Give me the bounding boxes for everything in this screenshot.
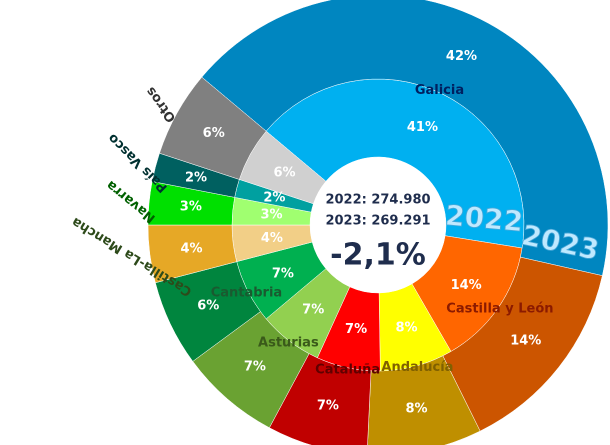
- ring-segment: [367, 355, 481, 445]
- value-label: 14%: [510, 334, 541, 349]
- value-label: 14%: [451, 278, 482, 293]
- value-label: 2%: [185, 170, 207, 185]
- center-line: 2022: 274.980: [325, 193, 430, 208]
- category-label: Otros: [143, 84, 179, 126]
- value-label: 7%: [272, 267, 294, 282]
- value-label: 7%: [317, 399, 339, 414]
- value-label: 4%: [180, 241, 202, 256]
- value-label: 6%: [197, 298, 219, 313]
- value-label: 3%: [260, 207, 282, 222]
- value-label: 42%: [446, 49, 477, 64]
- value-label: 6%: [203, 126, 225, 141]
- value-label: 4%: [261, 231, 283, 246]
- category-label: Andalucía: [381, 360, 453, 375]
- value-label: 7%: [244, 360, 266, 375]
- value-label: 3%: [180, 200, 202, 215]
- ring-label: 2022: [444, 199, 525, 239]
- center-line: 2023: 269.291: [325, 214, 430, 229]
- category-label: Castilla y León: [446, 301, 553, 316]
- value-label: 2%: [263, 191, 285, 206]
- value-label: 7%: [302, 303, 324, 318]
- value-label: 8%: [395, 321, 417, 336]
- value-label: 7%: [345, 322, 367, 337]
- value-label: 6%: [273, 165, 295, 180]
- center-change: -2,1%: [330, 238, 426, 273]
- category-label: Galicia: [415, 83, 464, 98]
- value-label: 41%: [407, 120, 438, 135]
- value-label: 8%: [405, 402, 427, 417]
- ring-segment: [159, 76, 267, 180]
- category-label: Cataluña: [315, 362, 380, 377]
- category-label: Asturias: [258, 335, 319, 350]
- category-label: Cantabria: [211, 285, 283, 300]
